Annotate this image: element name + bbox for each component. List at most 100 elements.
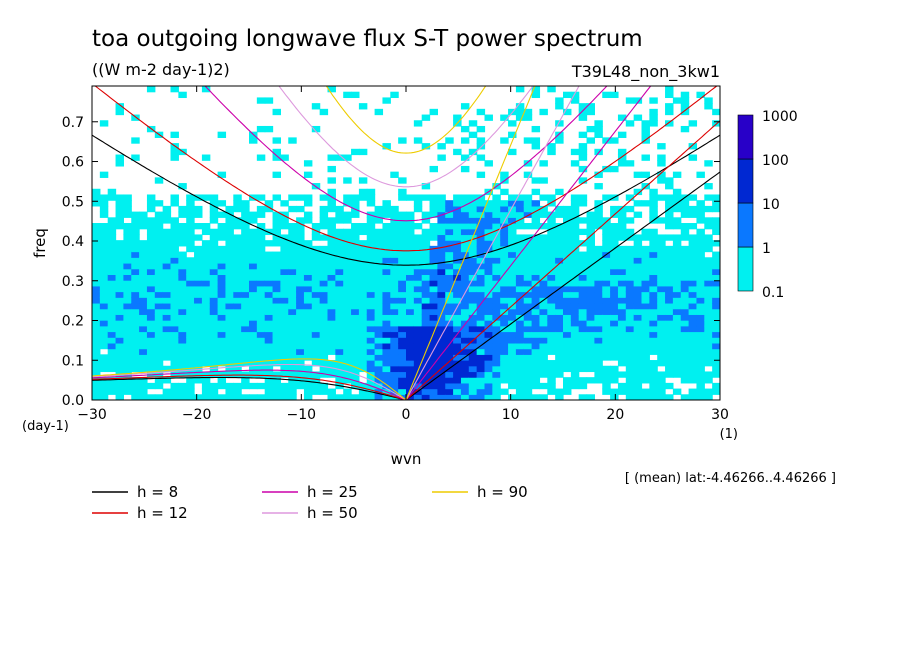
heatmap-cell [233, 337, 242, 344]
heatmap-cell [633, 348, 643, 355]
heatmap-cell [201, 360, 211, 367]
heatmap-cell [704, 274, 713, 281]
heatmap-cell [665, 291, 674, 298]
heatmap-cell [382, 348, 391, 355]
heatmap-cell [382, 377, 391, 384]
heatmap-cell [233, 394, 242, 400]
heatmap-cell [523, 348, 533, 355]
heatmap-cell [280, 320, 289, 327]
heatmap-cell [680, 125, 690, 133]
heatmap-cell [170, 257, 179, 264]
heatmap-cell [327, 245, 336, 253]
heatmap-cell [578, 131, 588, 138]
heatmap-cell [508, 382, 517, 390]
heatmap-cell [233, 320, 242, 327]
heatmap-cell [649, 365, 658, 373]
heatmap-cell [460, 371, 470, 378]
heatmap-cell [249, 314, 258, 321]
heatmap-cell [413, 137, 423, 144]
heatmap-cell [523, 257, 533, 264]
heatmap-cell [92, 240, 101, 247]
heatmap-cell [476, 217, 486, 224]
heatmap-cell [311, 245, 321, 253]
heatmap-cell [170, 325, 179, 333]
gravity-curve [92, 134, 720, 266]
heatmap-cell [586, 223, 595, 230]
heatmap-cell [406, 302, 415, 310]
rossby-curve [92, 374, 407, 400]
heatmap-cell [657, 297, 666, 304]
heatmap-cell [107, 188, 117, 196]
heatmap-cell [256, 154, 266, 161]
heatmap-cell [570, 365, 580, 373]
heatmap-cell [374, 354, 384, 361]
heatmap-cell [249, 331, 258, 338]
heatmap-cell [468, 382, 478, 390]
heatmap-cell [492, 314, 501, 321]
heatmap-cell [696, 388, 705, 395]
heatmap-cell [382, 354, 391, 361]
heatmap-cell [319, 205, 329, 213]
heatmap-cell [264, 325, 274, 333]
heatmap-cell [366, 280, 376, 287]
heatmap-cell [555, 131, 564, 138]
heatmap-cell [335, 268, 344, 275]
heatmap-cell [398, 223, 407, 230]
heatmap-cell [233, 280, 242, 287]
heatmap-cell [280, 200, 289, 207]
heatmap-cell [500, 297, 509, 304]
heatmap-cell [531, 262, 541, 270]
heatmap-cell [390, 262, 399, 270]
heatmap-cell [696, 320, 705, 327]
heatmap-cell [358, 360, 368, 367]
heatmap-cell [131, 365, 140, 373]
heatmap-cell [712, 217, 720, 224]
heatmap-cell [288, 240, 297, 247]
heatmap-cell [547, 285, 556, 293]
heatmap-cell [327, 365, 336, 373]
heatmap-cell [351, 320, 360, 327]
heatmap-cell [445, 280, 454, 287]
heatmap-cell [547, 348, 556, 355]
heatmap-cell [335, 257, 344, 264]
heatmap-cell [696, 262, 705, 270]
heatmap-cell [107, 354, 117, 361]
heatmap-cell [617, 371, 627, 378]
heatmap-cell [665, 342, 674, 350]
heatmap-cell [225, 371, 234, 378]
heatmap-cell [146, 320, 156, 327]
heatmap-cell [515, 342, 525, 350]
heatmap-cell [429, 280, 438, 287]
heatmap-cell [515, 354, 525, 361]
heatmap-cell [406, 223, 415, 230]
heatmap-cell [602, 365, 611, 373]
heatmap-cell [170, 360, 179, 367]
heatmap-cell [594, 337, 603, 344]
heatmap-cell [555, 302, 564, 310]
heatmap-cell [131, 240, 140, 247]
heatmap-cell [162, 388, 172, 395]
gravity-curve [325, 86, 487, 154]
heatmap-cell [162, 337, 172, 344]
heatmap-cell [154, 365, 164, 373]
heatmap-cell [429, 211, 438, 218]
heatmap-cell [523, 108, 533, 116]
heatmap-cell [531, 177, 541, 184]
heatmap-cell [154, 240, 164, 247]
heatmap-cell [139, 337, 148, 344]
heatmap-cell [578, 251, 588, 258]
heatmap-cell [233, 200, 242, 207]
heatmap-cell [225, 308, 234, 315]
heatmap-cell [92, 354, 101, 361]
heatmap-cell [225, 331, 234, 338]
heatmap-cell [523, 251, 533, 258]
heatmap-cell [586, 228, 595, 236]
heatmap-cell [139, 325, 148, 333]
heatmap-cell [665, 354, 674, 361]
heatmap-cell [131, 245, 140, 253]
heatmap-cell [531, 325, 541, 333]
heatmap-cell [586, 354, 595, 361]
heatmap-cell [366, 354, 376, 361]
heatmap-cell [617, 308, 627, 315]
heatmap-cell [633, 257, 643, 264]
